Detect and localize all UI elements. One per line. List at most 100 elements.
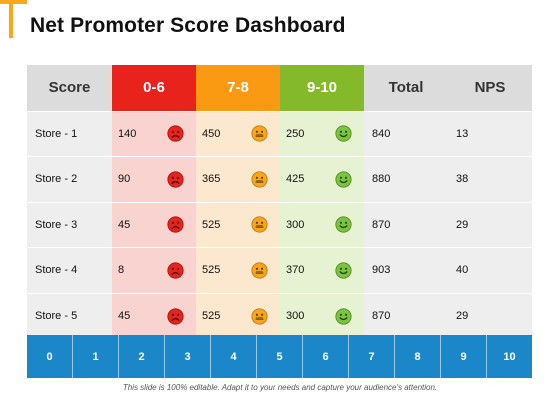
nps-table-container: Score 0-6 7-8 9-10 Total NPS Store - 1 14… (27, 65, 532, 339)
total-cell: 870 (364, 202, 448, 248)
detractors-value: 45 (118, 218, 131, 231)
detractors-value: 90 (118, 173, 131, 186)
promoters-cell-content: 250 (280, 125, 364, 142)
scale-item: 8 (395, 335, 441, 378)
passives-cell-content: 525 (196, 216, 280, 233)
detractors-cell-content: 8 (112, 262, 196, 279)
passives-value: 525 (202, 310, 221, 322)
detractors-cell: 8 (112, 247, 196, 293)
passives-cell: 525 (196, 247, 280, 293)
detractors-cell-content: 90 (112, 171, 196, 188)
passives-cell: 450 (196, 111, 280, 157)
happy-face-icon (335, 125, 352, 142)
sad-face-icon (167, 125, 184, 142)
passives-cell-content: 450 (196, 125, 280, 142)
page-title: Net Promoter Score Dashboard (30, 14, 346, 37)
store-name-cell: Store - 4 (27, 247, 112, 293)
table-header-row: Score 0-6 7-8 9-10 Total NPS (27, 65, 532, 111)
scale-item: 9 (441, 335, 487, 378)
promoters-cell: 370 (280, 247, 364, 293)
detractors-cell: 140 (112, 111, 196, 157)
passives-value: 450 (202, 127, 221, 140)
store-name-cell: Store - 3 (27, 202, 112, 248)
passives-value: 365 (202, 173, 221, 186)
detractors-cell: 45 (112, 293, 196, 339)
header-passives: 7-8 (196, 65, 280, 111)
header-total: Total (364, 65, 448, 111)
promoters-cell: 300 (280, 202, 364, 248)
nps-cell: 29 (448, 202, 532, 248)
passives-cell-content: 525 (196, 262, 280, 279)
total-cell: 840 (364, 111, 448, 157)
header-detractors: 0-6 (112, 65, 196, 111)
promoters-cell-content: 370 (280, 262, 364, 279)
scale-item: 4 (211, 335, 257, 378)
scale-item: 6 (303, 335, 349, 378)
neutral-face-icon (251, 216, 268, 233)
scale-item: 0 (27, 335, 73, 378)
total-cell: 880 (364, 156, 448, 202)
table-row: Store - 2 90 365 425 880 38 (27, 156, 532, 202)
happy-face-icon (335, 171, 352, 188)
total-cell: 903 (364, 247, 448, 293)
scale-item: 3 (165, 335, 211, 378)
nps-cell: 13 (448, 111, 532, 157)
sad-face-icon (167, 307, 184, 325)
neutral-face-icon (251, 262, 268, 279)
total-cell: 870 (364, 293, 448, 339)
header-nps: NPS (448, 65, 532, 111)
promoters-cell: 300 (280, 293, 364, 339)
store-name-cell: Store - 1 (27, 111, 112, 157)
promoters-cell-content: 300 (280, 216, 364, 233)
detractors-cell-content: 45 (112, 216, 196, 233)
table-row: Store - 5 45 525 300 870 29 (27, 293, 532, 339)
scale-item: 5 (257, 335, 303, 378)
detractors-value: 140 (118, 127, 137, 140)
neutral-face-icon (251, 125, 268, 142)
store-name-cell: Store - 2 (27, 156, 112, 202)
promoters-value: 370 (286, 264, 305, 277)
detractors-value: 8 (118, 264, 125, 277)
table-row: Store - 3 45 525 300 870 29 (27, 202, 532, 248)
happy-face-icon (335, 216, 352, 233)
passives-cell: 525 (196, 293, 280, 339)
scale-item: 2 (119, 335, 165, 378)
promoters-cell-content: 425 (280, 171, 364, 188)
passives-cell: 365 (196, 156, 280, 202)
detractors-cell-content: 45 (112, 307, 196, 325)
detractors-value: 45 (118, 310, 131, 322)
nps-cell: 29 (448, 293, 532, 339)
corner-accent-horizontal (0, 0, 27, 4)
promoters-cell: 250 (280, 111, 364, 157)
sad-face-icon (167, 262, 184, 279)
passives-cell-content: 365 (196, 171, 280, 188)
header-score: Score (27, 65, 112, 111)
store-name-cell: Store - 5 (27, 293, 112, 339)
table-row: Store - 1 140 450 250 840 13 (27, 111, 532, 157)
neutral-face-icon (251, 307, 268, 325)
happy-face-icon (335, 307, 352, 325)
promoters-cell-content: 300 (280, 307, 364, 325)
passives-value: 525 (202, 218, 221, 231)
promoters-value: 250 (286, 127, 305, 140)
promoters-value: 300 (286, 218, 305, 231)
table-row: Store - 4 8 525 370 903 40 (27, 247, 532, 293)
promoters-value: 425 (286, 173, 305, 186)
sad-face-icon (167, 171, 184, 188)
scale-item: 10 (503, 350, 516, 363)
sad-face-icon (167, 216, 184, 233)
passives-value: 525 (202, 264, 221, 277)
happy-face-icon (335, 262, 352, 279)
nps-cell: 40 (448, 247, 532, 293)
corner-accent-vertical (9, 0, 13, 38)
neutral-face-icon (251, 171, 268, 188)
scale-item: 1 (73, 335, 119, 378)
promoters-cell: 425 (280, 156, 364, 202)
score-scale-bar: 0 1 2 3 4 5 6 7 8 9 10 (27, 335, 532, 378)
promoters-value: 300 (286, 310, 305, 322)
passives-cell-content: 525 (196, 307, 280, 325)
passives-cell: 525 (196, 202, 280, 248)
detractors-cell-content: 140 (112, 125, 196, 142)
table-body: Store - 1 140 450 250 840 13 Store - 2 90 365 425… (27, 111, 532, 339)
scale-item: 7 (349, 335, 395, 378)
